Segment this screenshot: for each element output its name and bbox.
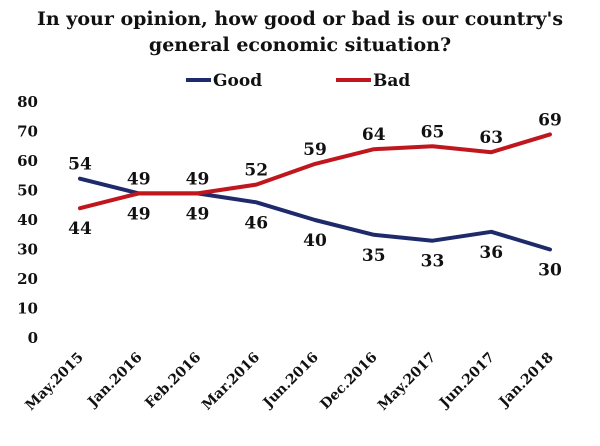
data-label-good: 30 [538, 261, 562, 281]
y-tick-label: 50 [17, 182, 38, 200]
legend: Good Bad [186, 71, 410, 91]
y-tick-label: 0 [28, 329, 38, 347]
chart-title-line-2: general economic situation? [149, 34, 451, 56]
x-tick-label: Feb.2016 [142, 350, 204, 412]
x-tick-label: May.2015 [23, 350, 87, 414]
data-label-good: 46 [244, 213, 268, 233]
y-axis: 0 10 20 30 40 50 60 70 80 [17, 93, 38, 347]
y-tick-label: 70 [17, 123, 38, 141]
y-tick-label: 40 [17, 211, 38, 229]
data-label-bad: 49 [186, 169, 210, 189]
data-label-good: 33 [421, 252, 445, 272]
x-tick-label: Jan.2016 [84, 350, 146, 412]
data-label-good: 49 [186, 204, 210, 224]
y-tick-label: 20 [17, 270, 38, 288]
data-label-bad: 65 [421, 122, 445, 142]
data-label-bad: 52 [244, 161, 268, 181]
x-tick-label: Jun.2016 [259, 350, 322, 413]
x-tick-label: Jun.2017 [435, 350, 498, 413]
data-label-bad: 64 [362, 125, 386, 145]
x-tick-label: May.2017 [375, 350, 439, 414]
x-axis: May.2015Jan.2016Feb.2016Mar.2016Jun.2016… [23, 350, 557, 414]
data-label-bad: 63 [479, 128, 503, 148]
data-labels: 54 44 49 49 49 49 46 52 40 59 35 64 33 65 36 63 30 69 [68, 110, 562, 280]
x-tick-label: Jan.2018 [495, 350, 557, 412]
y-tick-label: 80 [17, 93, 38, 111]
data-label-good: 36 [479, 243, 503, 263]
legend-bad-label: Bad [373, 71, 410, 91]
legend-good-label: Good [213, 71, 262, 91]
data-label-good: 40 [303, 231, 327, 251]
data-label-bad: 49 [127, 169, 151, 189]
series-line-bad [78, 132, 552, 211]
data-label-good: 54 [68, 155, 92, 175]
y-tick-label: 30 [17, 241, 38, 259]
data-label-bad: 59 [303, 140, 327, 160]
y-tick-label: 10 [17, 300, 38, 318]
data-label-bad: 69 [538, 110, 562, 130]
x-tick-label: Mar.2016 [199, 350, 263, 414]
data-label-good: 49 [127, 204, 151, 224]
chart-title-line-1: In your opinion, how good or bad is our … [37, 8, 563, 30]
data-label-bad: 44 [68, 219, 92, 239]
x-tick-label: Dec.2016 [317, 350, 380, 413]
y-tick-label: 60 [17, 152, 38, 170]
data-label-good: 35 [362, 246, 386, 266]
plot-area [78, 132, 552, 252]
